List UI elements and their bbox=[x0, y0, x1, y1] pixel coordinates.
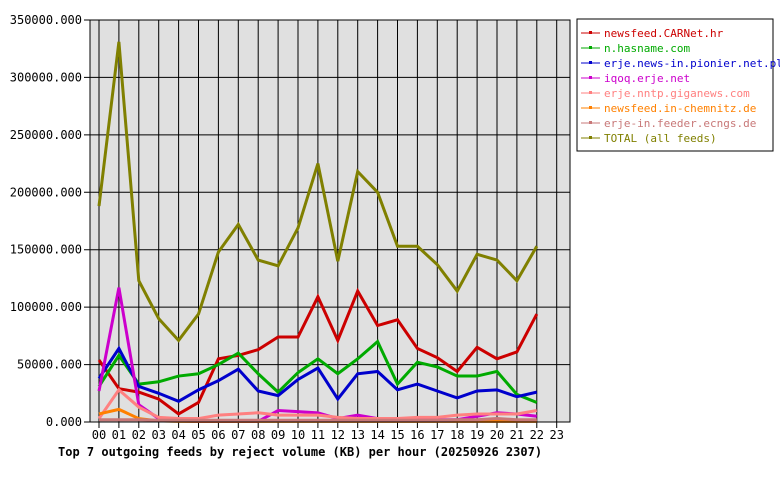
x-tick-label: 17 bbox=[430, 428, 444, 442]
x-tick-label: 05 bbox=[191, 428, 205, 442]
x-tick-label: 14 bbox=[370, 428, 384, 442]
series-line bbox=[97, 287, 539, 416]
legend-marker bbox=[589, 136, 592, 139]
x-tick-label: 20 bbox=[490, 428, 504, 442]
legend-marker bbox=[589, 76, 592, 79]
y-tick-label: 350000.000 bbox=[10, 13, 82, 27]
series-6 bbox=[99, 417, 537, 422]
legend-entry: iqoq.erje.net bbox=[581, 72, 690, 85]
series-line bbox=[97, 387, 538, 421]
plot-border bbox=[89, 19, 571, 423]
x-tick-label: 02 bbox=[132, 428, 146, 442]
y-tick-label: 200000.000 bbox=[10, 185, 82, 199]
series-line bbox=[97, 339, 538, 404]
legend-label: iqoq.erje.net bbox=[604, 72, 690, 85]
legend-entry: n.hasname.com bbox=[581, 42, 690, 55]
x-tick-label: 00 bbox=[92, 428, 106, 442]
y-tick-label: 0.000 bbox=[46, 415, 82, 429]
legend-entry: erje.nntp.giganews.com bbox=[581, 87, 750, 100]
series-7 bbox=[97, 41, 539, 343]
series-line bbox=[97, 345, 538, 403]
legend-entry: erje-in.feeder.ecngs.de bbox=[581, 117, 756, 130]
series-lines bbox=[97, 41, 539, 423]
legend-entry: newsfeed.CARNet.hr bbox=[581, 27, 724, 40]
x-tick-label: 23 bbox=[549, 428, 563, 442]
series-0 bbox=[97, 287, 539, 416]
legend-label: TOTAL (all feeds) bbox=[604, 132, 717, 145]
x-tick-label: 12 bbox=[331, 428, 345, 442]
series-2 bbox=[97, 345, 538, 403]
legend-entry: erje.news-in.pionier.net.pl bbox=[581, 57, 780, 70]
chart-title: Top 7 outgoing feeds by reject volume (K… bbox=[58, 445, 542, 459]
legend-marker bbox=[589, 61, 592, 64]
legend-label: newsfeed.in-chemnitz.de bbox=[604, 102, 756, 115]
x-tick-label: 03 bbox=[151, 428, 165, 442]
x-tick-label: 18 bbox=[450, 428, 464, 442]
x-tick-label: 22 bbox=[530, 428, 544, 442]
legend-entry: TOTAL (all feeds) bbox=[581, 132, 717, 145]
legend-label: newsfeed.CARNet.hr bbox=[604, 27, 724, 40]
x-tick-label: 04 bbox=[171, 428, 185, 442]
y-tick-label: 300000.000 bbox=[10, 70, 82, 84]
legend-marker bbox=[589, 91, 592, 94]
x-tick-label: 13 bbox=[350, 428, 364, 442]
legend-label: erje.nntp.giganews.com bbox=[604, 87, 750, 100]
legend-marker bbox=[589, 121, 592, 124]
legend: newsfeed.CARNet.hr n.hasname.com erje.news… bbox=[576, 18, 780, 152]
x-axis-ticks: 00 01 02 03 04 05 06 07 08 09 10 11 12 13 14 15 16 17 18 19… bbox=[92, 428, 564, 442]
x-tick-label: 10 bbox=[291, 428, 305, 442]
y-axis-ticks: 0.000 50000.000 100000.000 150000.000 200000… bbox=[10, 13, 82, 429]
y-tick-label: 150000.000 bbox=[10, 243, 82, 257]
x-tick-label: 09 bbox=[271, 428, 285, 442]
x-tick-label: 08 bbox=[251, 428, 265, 442]
x-tick-label: 21 bbox=[510, 428, 524, 442]
legend-entry: newsfeed.in-chemnitz.de bbox=[581, 102, 756, 115]
legend-box bbox=[576, 18, 774, 152]
x-tick-label: 15 bbox=[390, 428, 404, 442]
x-tick-label: 06 bbox=[211, 428, 225, 442]
series-1 bbox=[97, 339, 538, 404]
y-tick-label: 250000.000 bbox=[10, 128, 82, 142]
x-tick-label: 16 bbox=[410, 428, 424, 442]
legend-marker bbox=[589, 31, 592, 34]
y-tick-label: 50000.000 bbox=[17, 358, 82, 372]
y-tick-label: 100000.000 bbox=[10, 300, 82, 314]
legend-label: n.hasname.com bbox=[604, 42, 690, 55]
legend-marker bbox=[589, 46, 592, 49]
legend-label: erje.news-in.pionier.net.pl bbox=[604, 57, 780, 70]
x-tick-label: 01 bbox=[112, 428, 126, 442]
series-line bbox=[97, 41, 539, 343]
x-tick-label: 19 bbox=[470, 428, 484, 442]
series-line bbox=[99, 417, 537, 422]
x-tick-label: 11 bbox=[311, 428, 325, 442]
legend-marker bbox=[589, 106, 592, 109]
series-4 bbox=[97, 387, 538, 421]
x-tick-label: 07 bbox=[231, 428, 245, 442]
legend-label: erje-in.feeder.ecngs.de bbox=[604, 117, 756, 130]
